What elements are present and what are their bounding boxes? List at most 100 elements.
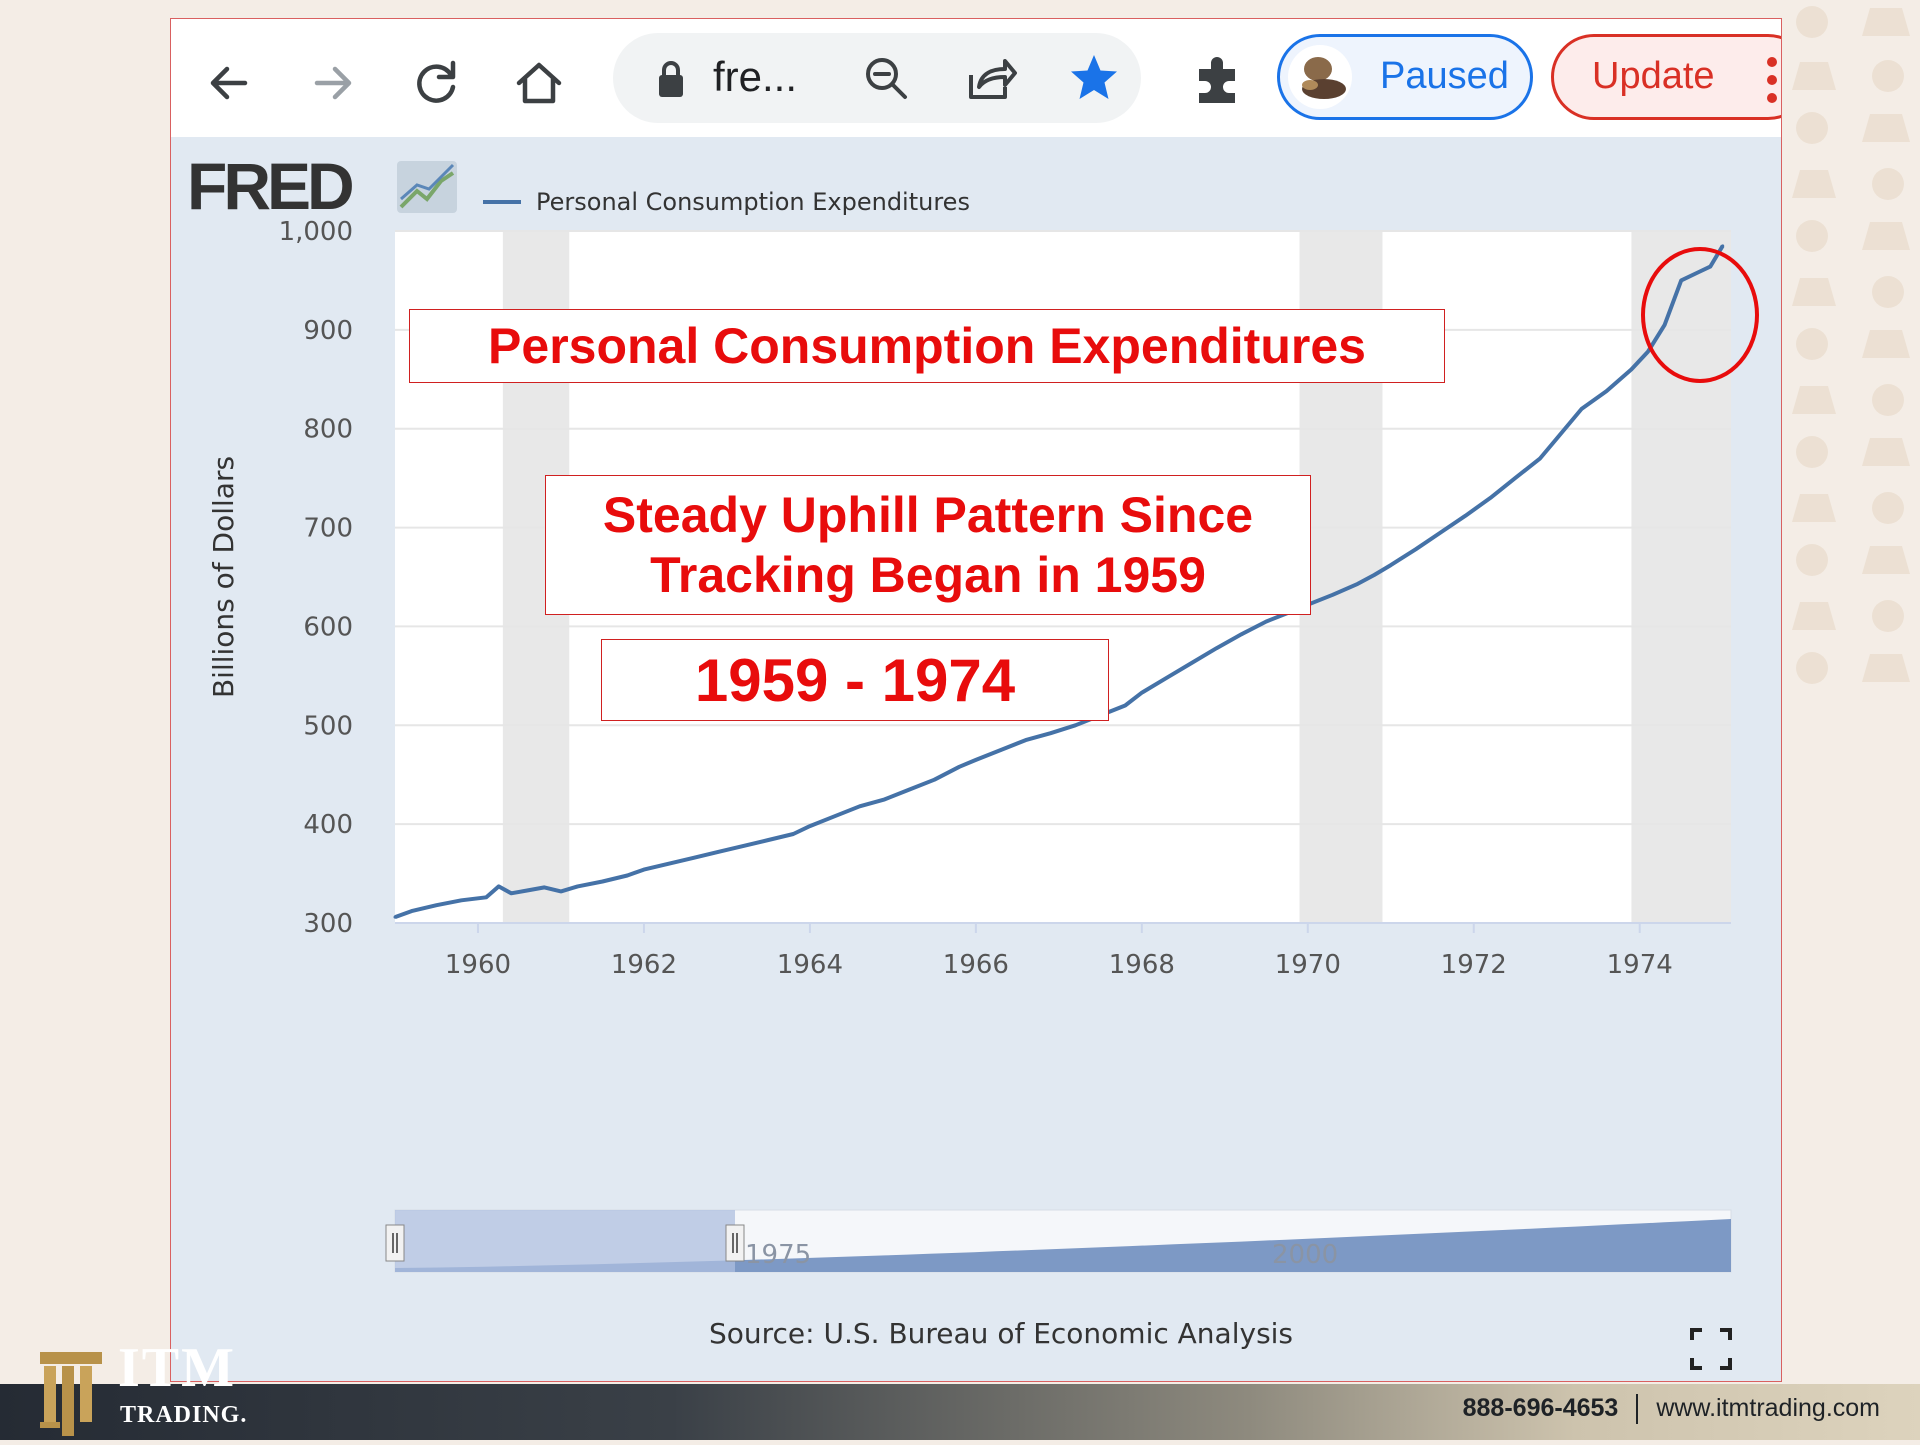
y-tick-900: 900 [303,316,353,346]
browser-toolbar: fre... Paused [171,19,1781,137]
x-tick-1964: 1964 [777,950,843,980]
forward-arrow-icon[interactable] [305,55,361,111]
data-point [542,885,546,889]
extensions-puzzle-icon[interactable] [1189,49,1249,109]
data-point [1488,496,1492,500]
fred-logo-text: FRED [187,149,352,223]
data-point [974,758,978,762]
data-point [957,765,961,769]
decorative-pattern [1792,6,1910,684]
y-tick-800: 800 [303,415,353,445]
zoom-out-icon[interactable] [861,53,911,103]
highlight-circle [1641,247,1759,383]
data-point [999,748,1003,752]
footer-contact: 888-696-4653 www.itmtrading.com [1462,1394,1880,1425]
back-arrow-icon[interactable] [201,55,257,111]
data-point [692,856,696,860]
data-point [1414,547,1418,551]
annotation-subtitle-line1: Steady Uphill Pattern Since [602,487,1254,543]
annotation-range-text: 1959 - 1974 [694,646,1016,714]
data-point [791,832,795,836]
x-tick-1962: 1962 [611,950,677,980]
data-point [1123,704,1127,708]
data-point [833,814,837,818]
navigator-left-handle[interactable] [385,1224,405,1262]
footer-bar: 888-696-4653 www.itmtrading.com [0,1384,1920,1440]
browser-window: fre... Paused [170,18,1782,1382]
data-point [484,895,488,899]
footer-website[interactable]: www.itmtrading.com [1656,1394,1880,1422]
x-tick-1966: 1966 [943,950,1009,980]
data-point [1190,661,1194,665]
data-point [393,915,397,919]
data-point [576,884,580,888]
y-axis-label: Billions of Dollars [207,456,240,698]
data-point [1663,323,1667,327]
profile-paused-button[interactable]: Paused [1277,34,1533,120]
range-navigator[interactable]: 1975 2000 [385,1209,1732,1273]
annotation-title-text: Personal Consumption Expenditures [488,318,1366,374]
share-icon[interactable] [965,53,1019,103]
data-point [1555,437,1559,441]
legend-label: Personal Consumption Expenditures [536,188,970,216]
home-icon[interactable] [511,55,567,111]
annotation-subtitle: Steady Uphill Pattern Since Tracking Beg… [545,475,1311,615]
avatar [1288,45,1352,109]
data-point [1708,265,1712,269]
x-tick-1960: 1960 [445,950,511,980]
data-point [667,862,671,866]
x-tick-1968: 1968 [1109,950,1175,980]
paused-label: Paused [1380,55,1509,97]
x-tick-1972: 1972 [1441,950,1507,980]
data-point [434,903,438,907]
data-point [526,888,530,892]
fullscreen-icon[interactable] [1690,1328,1732,1370]
data-point [858,804,862,808]
address-bar[interactable]: fre... [613,33,1141,123]
data-point [1696,271,1700,275]
data-point [410,909,414,913]
update-button[interactable]: Update [1551,34,1781,120]
y-tick-700: 700 [303,514,353,544]
annotation-title: Personal Consumption Expenditures [409,309,1445,383]
data-point [932,778,936,782]
data-point [808,824,812,828]
update-label: Update [1592,55,1715,97]
data-point [600,879,604,883]
footer-phone[interactable]: 888-696-4653 [1462,1394,1619,1422]
data-point [1165,676,1169,680]
data-point [1372,573,1376,577]
more-menu-icon[interactable] [1766,55,1778,105]
data-point [509,891,513,895]
data-point [1605,389,1609,393]
y-tick-300: 300 [303,909,353,939]
data-point [1463,514,1467,518]
data-point [459,898,463,902]
data-point [497,884,501,888]
bookmark-star-icon[interactable] [1067,51,1121,105]
data-point [1721,244,1725,248]
y-tick-500: 500 [303,711,353,741]
reload-icon[interactable] [409,55,465,111]
data-point [1580,407,1584,411]
fred-logo: FRED [187,149,457,223]
y-tick-1000: 1,000 [279,217,353,247]
y-tick-400: 400 [303,810,353,840]
address-text[interactable]: fre... [713,53,798,100]
data-point [1439,531,1443,535]
data-point [1389,563,1393,567]
data-point [1679,278,1683,282]
lock-icon[interactable] [651,57,691,101]
itm-brand-text: ITM [118,1337,236,1399]
data-point [625,874,629,878]
itm-trading-logo: ITM TRADING. [38,1337,278,1440]
x-tick-1970: 1970 [1275,950,1341,980]
navigator-selected-range[interactable] [395,1210,735,1272]
annotation-subtitle-line2: Tracking Began in 1959 [650,547,1206,603]
data-point [1513,476,1517,480]
data-point [717,850,721,854]
annotation-range: 1959 - 1974 [601,639,1109,721]
navigator-right-handle[interactable] [725,1224,745,1262]
fred-logo-chart-icon [397,161,457,213]
data-point [1239,632,1243,636]
